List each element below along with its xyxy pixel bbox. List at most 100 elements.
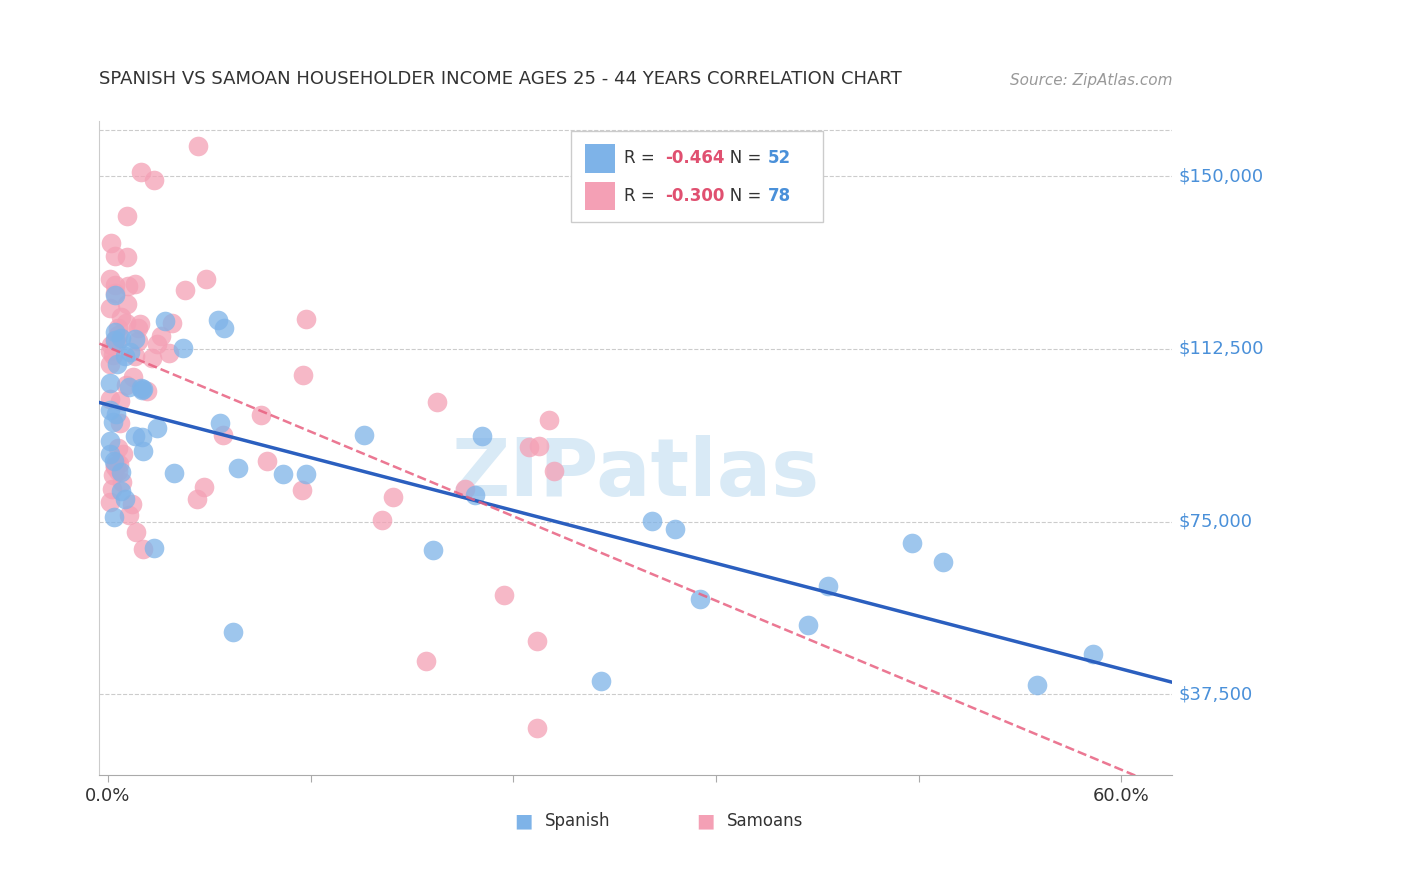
Point (131, 382, 153, 396)
Point (127, 321, 149, 335)
Text: N =: N = (714, 187, 766, 205)
Text: $112,500: $112,500 (1180, 340, 1264, 358)
Point (104, 455, 127, 469)
Point (932, 555, 955, 569)
Text: 52: 52 (768, 149, 790, 167)
Point (121, 498, 143, 512)
Point (105, 335, 128, 350)
Text: N =: N = (714, 149, 766, 167)
Point (142, 172, 165, 186)
Point (98, 301, 121, 315)
Point (207, 312, 229, 326)
Point (222, 624, 245, 639)
Point (100, 338, 122, 352)
Point (105, 357, 128, 371)
Point (291, 483, 314, 498)
Point (110, 484, 132, 499)
Point (117, 508, 139, 522)
Point (135, 384, 157, 399)
Point (117, 250, 139, 264)
Point (353, 428, 375, 442)
Point (131, 383, 153, 397)
Point (382, 490, 405, 504)
Point (125, 524, 148, 539)
Point (186, 492, 208, 507)
Point (120, 345, 142, 359)
Point (104, 277, 127, 292)
Bar (585, 182, 616, 211)
Point (101, 483, 124, 497)
Point (426, 395, 449, 409)
Point (117, 278, 139, 293)
Point (100, 235, 122, 250)
Point (110, 310, 132, 325)
Point (104, 286, 127, 301)
Point (249, 408, 271, 422)
Point (101, 468, 124, 483)
Point (142, 541, 165, 556)
Point (543, 464, 565, 478)
Point (98, 392, 121, 407)
Text: $37,500: $37,500 (1180, 685, 1253, 703)
Point (464, 488, 486, 502)
Point (193, 480, 215, 494)
Point (129, 164, 152, 178)
Point (145, 337, 167, 351)
Point (664, 522, 686, 536)
Point (103, 347, 125, 361)
Text: Spanish: Spanish (544, 812, 610, 830)
Point (111, 447, 134, 461)
Point (111, 475, 134, 490)
FancyBboxPatch shape (571, 130, 824, 222)
Point (115, 209, 138, 223)
Point (537, 413, 560, 427)
Point (98, 495, 121, 509)
Point (371, 513, 394, 527)
Point (108, 457, 131, 471)
Point (107, 320, 129, 334)
Point (107, 442, 129, 456)
Point (526, 634, 548, 648)
Point (108, 394, 131, 409)
Point (105, 407, 128, 421)
Point (124, 277, 146, 292)
Point (797, 617, 820, 632)
Point (153, 314, 176, 328)
Point (110, 417, 132, 431)
Point (492, 588, 515, 602)
Text: ZIPatlas: ZIPatlas (451, 435, 820, 513)
Text: R =: R = (624, 187, 659, 205)
Point (141, 351, 163, 365)
Point (115, 297, 138, 311)
Point (124, 332, 146, 346)
Point (256, 454, 278, 468)
Point (422, 543, 444, 558)
Point (211, 428, 233, 442)
Point (98, 357, 121, 371)
Point (127, 334, 149, 348)
Point (187, 138, 209, 153)
Point (689, 591, 711, 606)
Point (124, 429, 146, 443)
Point (115, 377, 138, 392)
Text: Samoans: Samoans (727, 812, 803, 830)
Point (132, 443, 155, 458)
Point (174, 284, 197, 298)
Point (294, 467, 316, 481)
Point (291, 368, 314, 383)
Point (129, 381, 152, 395)
Point (517, 440, 540, 454)
Point (122, 370, 145, 384)
Point (98, 447, 121, 461)
Point (100, 344, 122, 359)
Point (104, 333, 127, 347)
Point (146, 420, 169, 434)
Point (1081, 648, 1104, 662)
Point (98, 402, 121, 417)
Point (107, 328, 129, 343)
Point (114, 350, 136, 364)
Point (124, 349, 146, 363)
Text: ■: ■ (515, 811, 533, 830)
Point (104, 458, 127, 473)
Point (104, 459, 127, 474)
